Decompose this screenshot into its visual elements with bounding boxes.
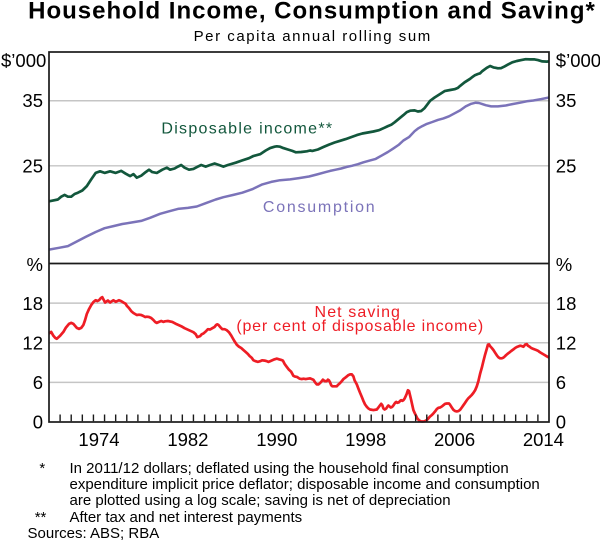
svg-text:25: 25 (22, 156, 43, 177)
svg-text:35: 35 (556, 90, 577, 111)
svg-text:1998: 1998 (345, 429, 386, 450)
svg-text:35: 35 (22, 90, 43, 111)
svg-text:12: 12 (22, 333, 43, 354)
svg-text:1974: 1974 (78, 429, 119, 450)
svg-text:25: 25 (556, 156, 577, 177)
svg-text:Disposable income**: Disposable income** (161, 121, 333, 138)
svg-text:$’000: $’000 (556, 50, 600, 71)
svg-text:%: % (556, 254, 572, 275)
svg-text:Household Income, Consumption: Household Income, Consumption and Saving… (28, 0, 596, 25)
svg-text:18: 18 (556, 293, 577, 314)
svg-text:2014: 2014 (523, 429, 564, 450)
svg-text:(per cent of disposable income: (per cent of disposable income) (236, 318, 484, 335)
svg-text:Per capita annual rolling sum: Per capita annual rolling sum (194, 28, 432, 45)
svg-text:Consumption: Consumption (263, 199, 377, 216)
svg-text:%: % (27, 254, 43, 275)
svg-text:$’000: $’000 (1, 50, 46, 71)
svg-text:6: 6 (556, 372, 566, 393)
svg-text:1982: 1982 (167, 429, 208, 450)
svg-text:Net saving: Net saving (315, 304, 402, 321)
svg-text:2006: 2006 (434, 429, 475, 450)
svg-text:6: 6 (33, 372, 43, 393)
svg-text:18: 18 (22, 293, 43, 314)
svg-text:0: 0 (556, 412, 566, 433)
svg-text:1990: 1990 (256, 429, 297, 450)
svg-text:0: 0 (33, 412, 43, 433)
svg-text:12: 12 (556, 333, 577, 354)
